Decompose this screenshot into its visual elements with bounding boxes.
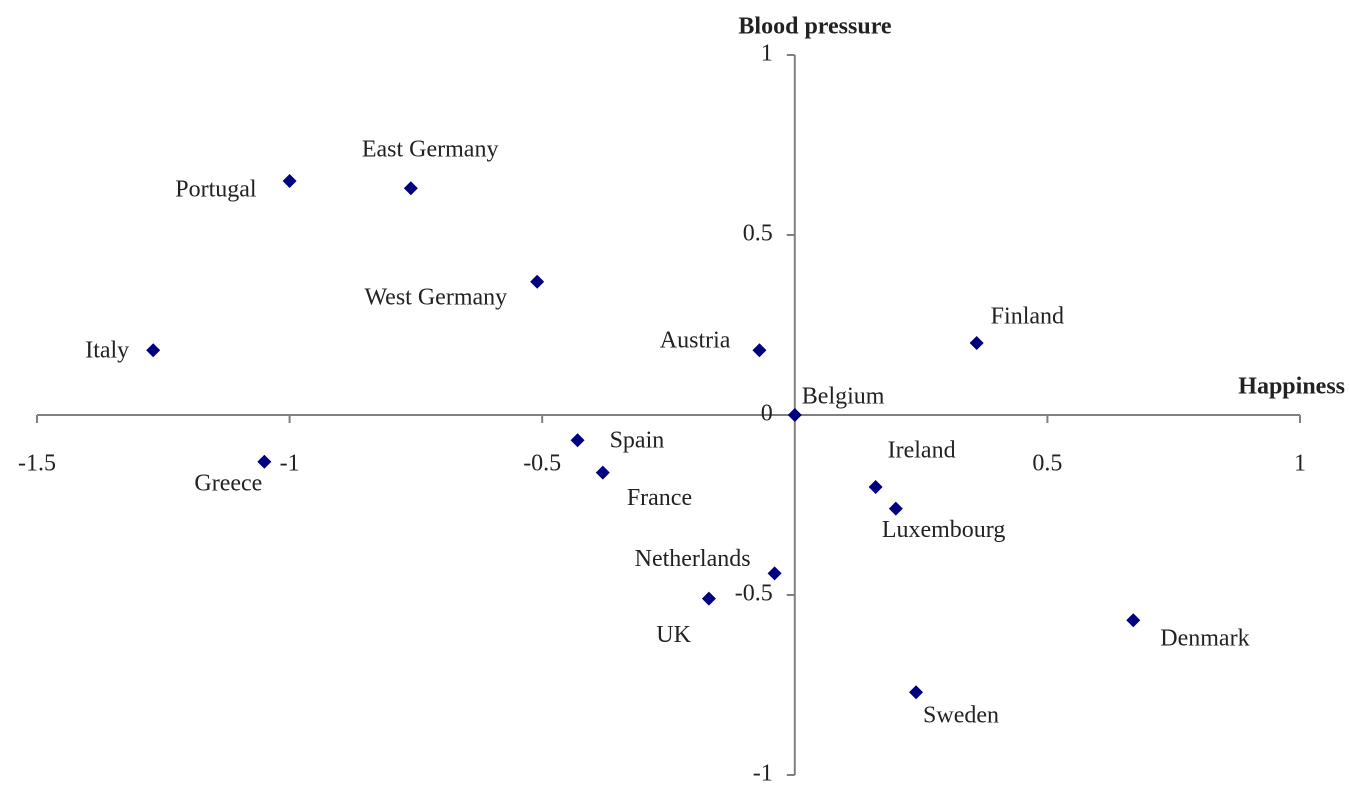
point-label: Greece: [194, 470, 262, 496]
y-tick-label: -1: [753, 761, 773, 787]
point: [969, 336, 984, 350]
point: [888, 501, 903, 516]
point-label: West Germany: [364, 284, 507, 310]
x-tick-label: -1: [280, 451, 300, 477]
point-label: Austria: [660, 328, 731, 354]
point-label: France: [627, 485, 692, 511]
y-tick-label: 0: [761, 401, 773, 427]
point: [909, 685, 924, 700]
point-label: Finland: [991, 304, 1064, 330]
point-label: Sweden: [923, 703, 999, 729]
point: [701, 591, 716, 606]
y-axis-label: Blood pressure: [738, 14, 891, 40]
point-label: Denmark: [1160, 626, 1249, 652]
x-tick-label: 0.5: [1032, 451, 1062, 477]
point: [403, 181, 418, 196]
x-tick-label: -0.5: [523, 451, 561, 477]
point: [868, 480, 883, 494]
point: [595, 465, 610, 480]
point-label: Belgium: [802, 384, 885, 410]
x-axis-label: Happiness: [1238, 374, 1345, 400]
point-label: Spain: [610, 428, 665, 454]
y-tick-label: 1: [761, 41, 773, 67]
point: [146, 343, 161, 358]
point-label: UK: [656, 622, 691, 648]
point: [752, 343, 767, 358]
point-label: Portugal: [175, 177, 257, 203]
point-label: Italy: [85, 338, 129, 364]
y-tick-label: 0.5: [743, 221, 773, 247]
point: [767, 566, 782, 581]
point: [282, 174, 297, 188]
point-label: Netherlands: [635, 546, 751, 572]
point: [257, 454, 272, 469]
y-tick-label: -0.5: [735, 581, 773, 607]
point-label: Luxembourg: [882, 517, 1006, 543]
x-tick-label: -1.5: [18, 451, 56, 477]
point-label: Ireland: [888, 438, 956, 464]
point: [570, 433, 585, 448]
x-tick-label: 1: [1294, 451, 1306, 477]
point: [530, 274, 545, 289]
point-label: East Germany: [362, 137, 499, 163]
point: [787, 408, 802, 422]
point: [1126, 613, 1141, 628]
